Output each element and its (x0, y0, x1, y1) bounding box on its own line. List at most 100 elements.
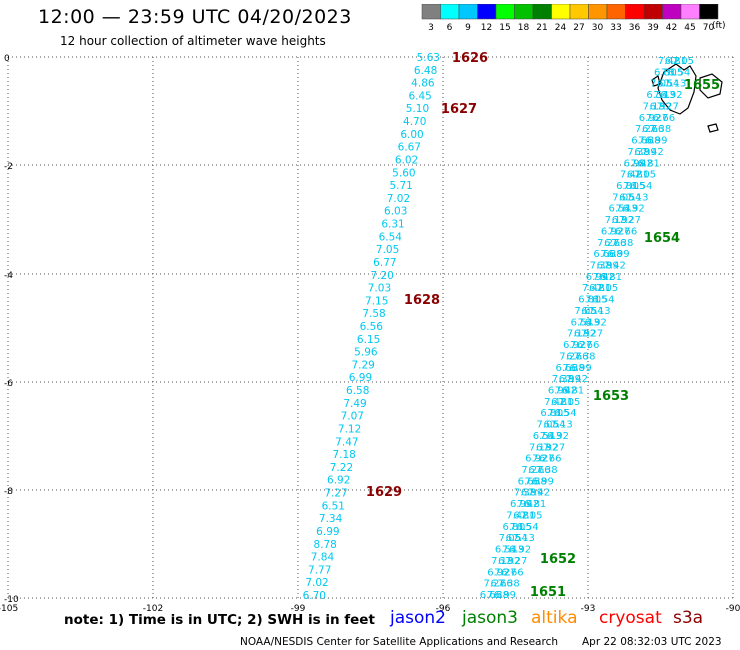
track1-wave-height: 6.02 (395, 154, 418, 166)
track2-wave-height: 7.13 (540, 431, 562, 442)
track1-wave-height: 7.22 (330, 462, 353, 474)
track2-wave-height: 7.13 (529, 442, 551, 453)
track2-wave-height: 6.99 (494, 590, 516, 601)
track2-wave-height: 7.05 (585, 295, 607, 306)
track2-wave-height: 6.66 (642, 124, 664, 135)
track2-wave-height: 6.92 (650, 101, 672, 112)
track2-wave-height: 7.13 (643, 101, 665, 112)
track2-wave-height: 7.27 (657, 101, 679, 112)
track2-wave-height: 6.54 (571, 317, 593, 328)
track2-wave-height: 6.81 (502, 522, 524, 533)
track2-wave-height: 7.27 (494, 567, 516, 578)
legend-tick: 24 (555, 23, 567, 33)
track2-wave-height: 6.54 (609, 204, 631, 215)
track2-wave-height: 7.42 (604, 261, 626, 272)
track2-wave-height: 6.54 (554, 408, 576, 419)
legend-tick: 45 (684, 23, 695, 33)
y-axis-label: 0 (4, 54, 10, 64)
track2-wave-height: 6.81 (638, 158, 660, 169)
pass-label: 1629 (366, 485, 402, 500)
track2-wave-height: 6.66 (593, 249, 615, 260)
legend-tick: 12 (481, 23, 492, 33)
track2-wave-height: 6.81 (589, 283, 611, 294)
legend-tick: 70 (703, 23, 715, 33)
track2-wave-height: 7.27 (570, 340, 592, 351)
track2-wave-height: 6.66 (566, 351, 588, 362)
track1-wave-height: 7.12 (338, 423, 361, 435)
track2-wave-height: 6.92 (601, 226, 623, 237)
track2-wave-height: 7.38 (535, 465, 557, 476)
track1-wave-height: 7.29 (351, 359, 374, 371)
track1-wave-height: 7.34 (319, 513, 343, 525)
satellite-cryosat: cryosat (599, 608, 662, 628)
track2-wave-height: 6.92 (639, 113, 661, 124)
track2-wave-height: 6.66 (615, 226, 637, 237)
pass-label: 1627 (441, 102, 477, 117)
track2-wave-height: 7.27 (543, 442, 565, 453)
legend-tick: 36 (629, 23, 641, 33)
track2-wave-height: 7.42 (566, 374, 588, 385)
track2-wave-height: 6.66 (653, 113, 675, 124)
track2-wave-height: 7.42 (528, 488, 550, 499)
track2-wave-height: 7.27 (521, 465, 543, 476)
track2-wave-height: 7.13 (502, 545, 524, 556)
track2-wave-height: 7.27 (559, 351, 581, 362)
track2-wave-height: 7.05 (537, 420, 559, 431)
track2-wave-height: 6.92 (563, 340, 585, 351)
track2-wave-height: 6.66 (518, 476, 540, 487)
track2-wave-height: 7.27 (484, 579, 506, 590)
track1-wave-height: 6.00 (400, 129, 423, 141)
track2-wave-height: 7.13 (578, 317, 600, 328)
track2-wave-height: 7.13 (616, 204, 638, 215)
track1-wave-height: 4.86 (411, 78, 435, 90)
track2-wave-height: 7.05 (650, 79, 672, 90)
track2-wave-height: 6.92 (612, 215, 634, 226)
track2-wave-height: 7.05 (661, 67, 683, 78)
track2-wave-height: 6.92 (547, 431, 569, 442)
track2-wave-height: 7.38 (600, 249, 622, 260)
track2-wave-height: 6.99 (521, 488, 543, 499)
track2-wave-height: 7.13 (626, 192, 648, 203)
legend-tick: 18 (518, 23, 530, 33)
track2-wave-height: 6.99 (624, 158, 646, 169)
track2-wave-height: 6.81 (627, 170, 649, 181)
track2-wave-height: 7.42 (582, 283, 604, 294)
track2-wave-height: 6.81 (551, 397, 573, 408)
track2-wave-height: 7.05 (499, 533, 521, 544)
satellite-jason2: jason2 (390, 608, 446, 628)
track2-wave-height: 7.05 (623, 181, 645, 192)
satellite-altika: altika (531, 608, 578, 628)
track2-wave-height: 7.27 (505, 556, 527, 567)
island-santa-cruz (699, 73, 723, 99)
track2-wave-height: 6.54 (506, 533, 528, 544)
track2-wave-height: 7.05 (558, 397, 580, 408)
pass-label: 1626 (452, 51, 488, 66)
track2-wave-height: 7.42 (620, 170, 642, 181)
track1-wave-height: 6.67 (398, 142, 421, 154)
track2-wave-height: 6.92 (487, 567, 509, 578)
track2-wave-height: 7.27 (646, 113, 668, 124)
track1-wave-height: 6.99 (316, 526, 339, 538)
track2-wave-height: 7.05 (596, 283, 618, 294)
track2-wave-height: 7.38 (611, 238, 633, 249)
x-axis-label: -105 (0, 604, 18, 612)
track1-wave-height: 7.02 (305, 577, 328, 589)
track2-wave-height: 6.81 (578, 295, 600, 306)
track2-wave-height: 7.05 (672, 56, 694, 67)
track2-wave-height: 6.54 (668, 67, 690, 78)
x-axis-label: -99 (291, 604, 306, 612)
y-axis-label: -4 (4, 271, 13, 281)
track2-wave-height: 6.92 (623, 204, 645, 215)
footer-note: note: 1) Time is in UTC; 2) SWH is in fe… (64, 612, 375, 628)
track2-wave-height: 7.05 (547, 408, 569, 419)
track2-wave-height: 7.38 (627, 147, 649, 158)
satellite-jason3: jason3 (462, 608, 518, 628)
legend-tick: 27 (573, 23, 584, 33)
track1-wave-height: 6.70 (303, 590, 326, 602)
track1-wave-height: 6.48 (414, 65, 437, 77)
track2-wave-height: 7.42 (593, 272, 615, 283)
track2-wave-height: 6.81 (513, 510, 535, 521)
track1-wave-height: 6.51 (322, 500, 345, 512)
track1-wave-height: 8.78 (313, 539, 336, 551)
track2-wave-height: 6.66 (604, 238, 626, 249)
